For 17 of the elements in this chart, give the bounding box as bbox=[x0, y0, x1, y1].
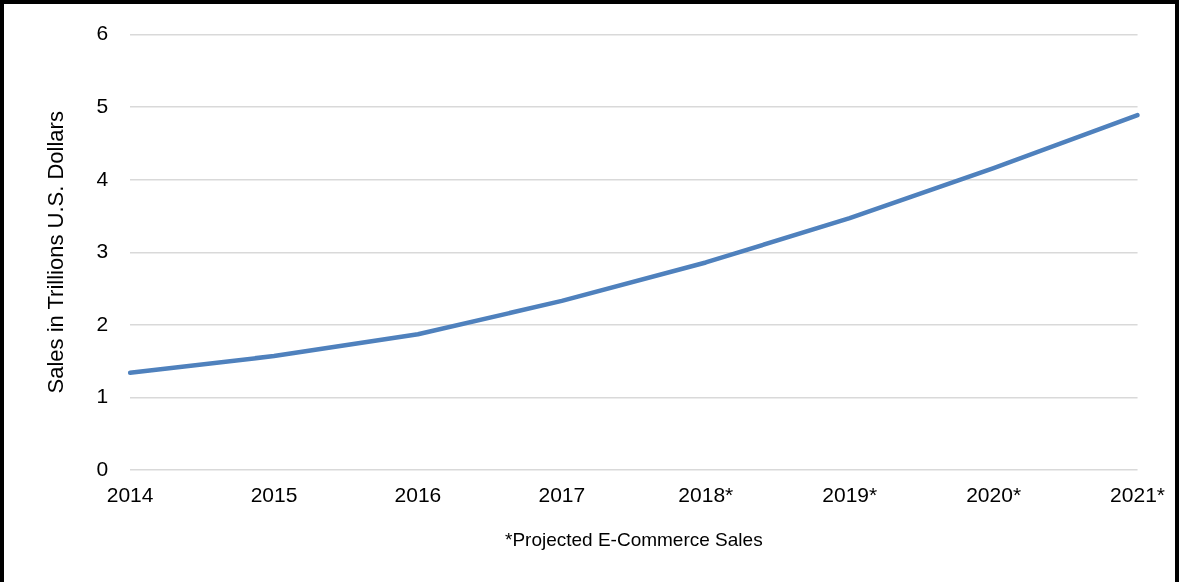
x-tick-label: 2014 bbox=[106, 483, 154, 507]
x-tick-label: 2015 bbox=[250, 483, 298, 507]
y-tick-label: 0 bbox=[96, 456, 109, 480]
x-tick-label: 2017 bbox=[538, 483, 586, 507]
x-tick-label: 2018* bbox=[678, 483, 734, 507]
y-tick-label: 5 bbox=[96, 93, 109, 117]
x-tick-label: 2020* bbox=[966, 483, 1022, 507]
y-tick-label: 2 bbox=[96, 311, 109, 335]
x-axis-title: *Projected E-Commerce Sales bbox=[504, 528, 763, 550]
y-tick-label: 1 bbox=[96, 384, 109, 408]
y-tick-label: 3 bbox=[96, 239, 109, 263]
y-tick-label: 4 bbox=[96, 166, 109, 190]
x-tick-label: 2016 bbox=[394, 483, 442, 507]
y-tick-label: 6 bbox=[96, 21, 109, 45]
y-axis-title: Sales in Trillions U.S. Dollars bbox=[43, 111, 69, 394]
x-tick-label: 2019* bbox=[822, 483, 878, 507]
x-tick-label: 2021* bbox=[1110, 483, 1165, 507]
